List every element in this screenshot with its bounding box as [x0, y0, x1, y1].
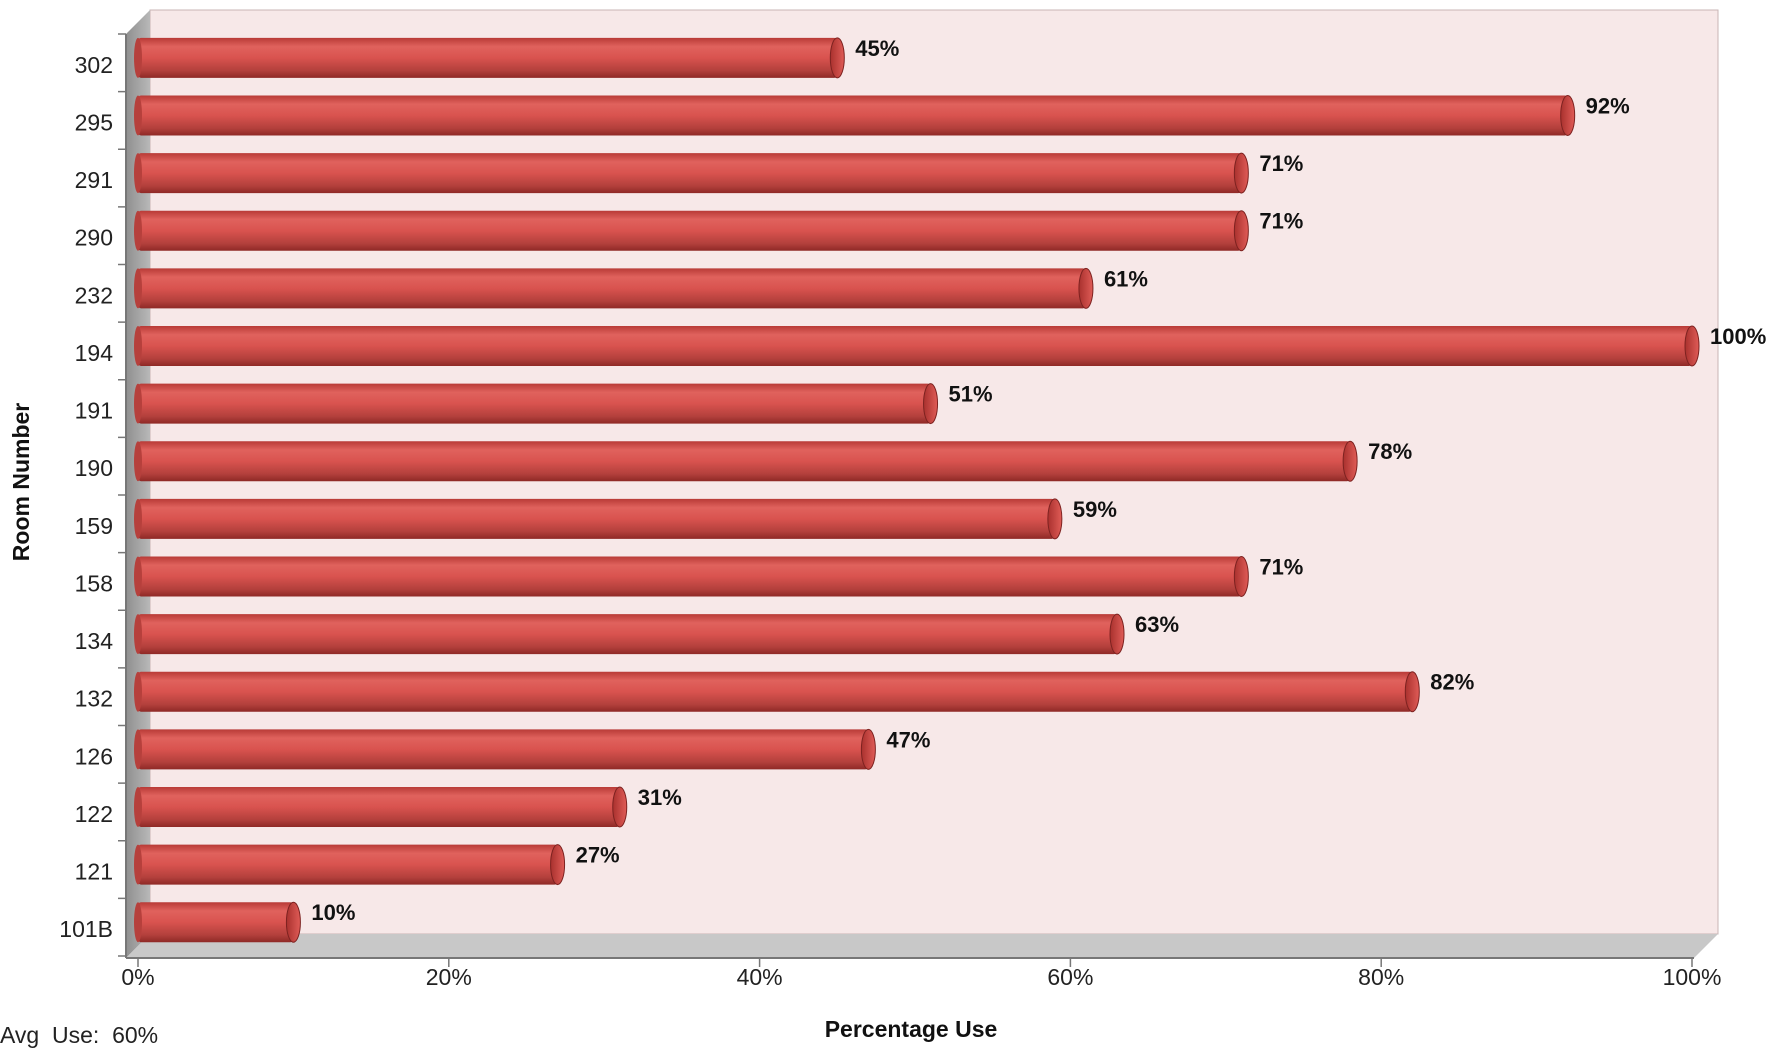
- bar-data-label: 78%: [1368, 439, 1412, 464]
- bar-start-cap: [134, 671, 142, 712]
- bar-end-cap: [860, 728, 876, 770]
- x-tick-label: 100%: [1663, 964, 1722, 990]
- y-tick-label: 122: [75, 801, 113, 827]
- bar-start-cap: [134, 268, 142, 309]
- bar: [138, 498, 1055, 539]
- bar: [138, 902, 294, 943]
- y-tick-label: 159: [75, 513, 113, 539]
- x-tick-label: 20%: [426, 964, 472, 990]
- y-tick-label: 158: [75, 570, 113, 596]
- x-tick-label: 40%: [737, 964, 783, 990]
- bar-start-cap: [134, 441, 142, 482]
- x-tick-labels: 0% 20% 40% 60% 80% 100%: [121, 958, 1721, 990]
- bar-start-cap: [134, 786, 142, 827]
- y-tick-label: 191: [75, 398, 113, 424]
- bar-data-label: 71%: [1259, 151, 1303, 176]
- bar-data-label: 71%: [1259, 209, 1303, 234]
- bar: [138, 844, 558, 885]
- bar-data-label: 61%: [1104, 266, 1148, 291]
- average-use-note: Avg Use: 60%: [0, 1022, 158, 1048]
- bars-group: 45% 92% 71% 71% 61% 100% 51% 78% 59% 71% 63% 82% 47%…: [134, 36, 1766, 943]
- bar: [138, 671, 1413, 712]
- bar-end-cap: [285, 901, 301, 943]
- bar-data-label: 100%: [1710, 324, 1766, 349]
- y-tick-label: 295: [75, 109, 113, 135]
- bar-data-label: 27%: [576, 843, 620, 868]
- bar: [138, 786, 620, 827]
- y-tick-label: 232: [75, 282, 113, 308]
- bar: [138, 614, 1118, 655]
- bar: [138, 268, 1086, 309]
- bar-start-cap: [134, 902, 142, 943]
- bar-start-cap: [134, 614, 142, 655]
- bar-data-label: 71%: [1259, 554, 1303, 579]
- bar-end-cap: [1404, 671, 1420, 713]
- bar-start-cap: [134, 729, 142, 770]
- x-tick-label: 0%: [121, 964, 154, 990]
- y-tick-label: 121: [75, 859, 113, 885]
- bar: [138, 210, 1242, 251]
- bar-end-cap: [1342, 440, 1358, 482]
- bar-start-cap: [134, 95, 142, 136]
- x-tick-label: 60%: [1047, 964, 1093, 990]
- bar-end-cap: [1684, 325, 1700, 367]
- bar-start-cap: [134, 498, 142, 539]
- bar-start-cap: [134, 153, 142, 194]
- y-tick-label: 132: [75, 686, 113, 712]
- bar: [138, 729, 869, 770]
- bar-data-label: 63%: [1135, 612, 1179, 637]
- y-tick-label: 290: [75, 225, 113, 251]
- y-tick-label: 126: [75, 743, 113, 769]
- bar: [138, 95, 1568, 136]
- bar-data-label: 10%: [311, 900, 355, 925]
- bar-start-cap: [134, 383, 142, 424]
- bar-start-cap: [134, 37, 142, 78]
- bar: [138, 441, 1351, 482]
- y-tick-label: 134: [75, 628, 114, 654]
- y-tick-label: 291: [75, 167, 113, 193]
- bar-start-cap: [134, 325, 142, 366]
- y-tick-label: 190: [75, 455, 113, 481]
- bar-end-cap: [1233, 152, 1249, 194]
- bar-start-cap: [134, 210, 142, 251]
- bar-end-cap: [829, 37, 845, 79]
- x-tick-label: 80%: [1358, 964, 1404, 990]
- bar-end-cap: [1560, 94, 1576, 136]
- bar: [138, 153, 1242, 194]
- bar: [138, 556, 1242, 597]
- bar-data-label: 82%: [1430, 670, 1474, 695]
- bar-end-cap: [1233, 555, 1249, 597]
- bar-data-label: 51%: [949, 382, 993, 407]
- bar-start-cap: [134, 844, 142, 885]
- bar-end-cap: [1078, 267, 1094, 309]
- plot-floor: [126, 934, 1718, 958]
- bar-data-label: 47%: [886, 727, 930, 752]
- bar-end-cap: [1233, 210, 1249, 252]
- y-axis-title: Room Number: [8, 403, 34, 562]
- bar: [138, 325, 1692, 366]
- bar-data-label: 45%: [855, 36, 899, 61]
- bar-data-label: 59%: [1073, 497, 1117, 522]
- bar-end-cap: [1109, 613, 1125, 655]
- bar-end-cap: [550, 844, 566, 886]
- y-tick-label: 194: [75, 340, 114, 366]
- y-tick-label: 302: [75, 52, 113, 78]
- bar-end-cap: [1047, 498, 1063, 540]
- bar-end-cap: [923, 383, 939, 425]
- y-tick-labels: 302 295 291 290 232 194 191 190 159 158 134 132 126 1…: [59, 52, 113, 942]
- bar: [138, 383, 931, 424]
- y-tick-label: 101B: [59, 916, 113, 942]
- bar-start-cap: [134, 556, 142, 597]
- x-axis-title: Percentage Use: [825, 1016, 998, 1042]
- bar-data-label: 31%: [638, 785, 682, 810]
- bar-end-cap: [612, 786, 628, 828]
- bar: [138, 37, 838, 78]
- bar-data-label: 92%: [1586, 93, 1630, 118]
